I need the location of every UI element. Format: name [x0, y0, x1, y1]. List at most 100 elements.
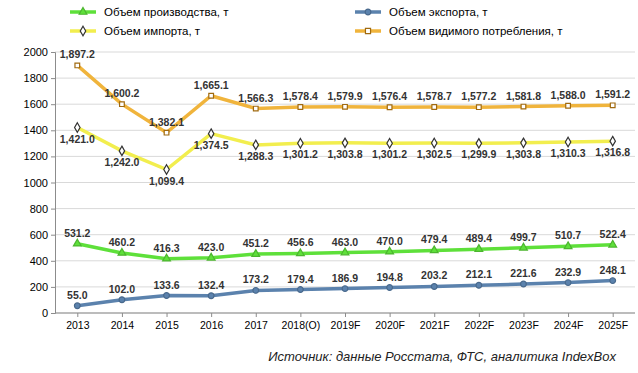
- marker: [521, 104, 526, 109]
- x-tick-mark: [300, 313, 301, 317]
- marker: [298, 138, 303, 147]
- y-tick-mark: [51, 183, 55, 184]
- marker: [431, 284, 437, 290]
- marker: [430, 246, 438, 253]
- marker: [477, 105, 482, 110]
- x-tick: 2023F: [509, 313, 539, 331]
- x-tick-mark: [345, 313, 346, 317]
- marker: [252, 250, 260, 257]
- x-tick-label: 2013: [66, 319, 90, 331]
- y-tick: 600: [30, 229, 55, 241]
- marker: [73, 239, 81, 246]
- y-tick-label: 600: [30, 229, 48, 241]
- series-line: [77, 65, 612, 132]
- x-tick: 2020F: [375, 313, 405, 331]
- legend-item: Объем экспорта, т: [355, 6, 488, 18]
- grid-line: [55, 130, 635, 131]
- data-label: 1,578.7: [417, 90, 452, 102]
- marker: [341, 248, 349, 255]
- y-tick-mark: [51, 104, 55, 105]
- legend-marker: [365, 28, 370, 33]
- y-tick-label: 1800: [24, 72, 48, 84]
- marker: [521, 138, 526, 147]
- grid-line: [55, 182, 635, 183]
- series-line: [77, 128, 612, 170]
- y-axis: 0200400600800100012001400160018002000: [24, 46, 56, 319]
- data-label: 1,581.8: [506, 90, 541, 102]
- data-label: 470.0: [376, 235, 402, 247]
- data-label: 179.4: [287, 273, 313, 285]
- marker: [610, 278, 616, 284]
- y-tick-mark: [51, 78, 55, 79]
- x-tick-mark: [434, 313, 435, 317]
- data-label: 456.6: [287, 236, 313, 248]
- data-label: 1,242.0: [104, 156, 139, 168]
- x-tick-label: 2024F: [554, 319, 584, 331]
- y-tick: 1000: [24, 177, 55, 189]
- marker: [74, 303, 80, 309]
- marker: [565, 137, 570, 146]
- x-tick-mark: [568, 313, 569, 317]
- marker: [610, 136, 615, 145]
- marker: [476, 282, 482, 288]
- data-label: 1,588.0: [551, 89, 586, 101]
- x-tick-label: 2022F: [464, 319, 494, 331]
- marker: [521, 281, 527, 287]
- data-label: 510.7: [555, 229, 581, 241]
- data-label: 1,579.9: [327, 90, 362, 102]
- legend-marker: [79, 8, 87, 15]
- marker: [119, 297, 125, 303]
- marker: [297, 249, 305, 256]
- marker: [75, 63, 80, 68]
- y-tick-mark: [51, 261, 55, 262]
- data-label: 1,897.2: [60, 48, 95, 60]
- data-label: 173.2: [243, 273, 269, 285]
- data-label: 479.4: [421, 233, 447, 245]
- data-label: 1,374.5: [194, 139, 229, 151]
- data-label: 1,578.4: [283, 90, 318, 102]
- y-tick-mark: [51, 313, 55, 314]
- legend-label: Объем импорта, т: [104, 25, 201, 37]
- y-tick: 1800: [24, 72, 55, 84]
- data-label: 522.4: [600, 228, 626, 240]
- x-tick: 2016: [200, 313, 224, 331]
- data-label: 1,382.1: [149, 116, 184, 128]
- x-tick-mark: [479, 313, 480, 317]
- data-label: 1,099.4: [149, 175, 184, 187]
- data-label: 232.9: [555, 266, 581, 278]
- x-axis: 201320142015201620172018(O)2019F2020F202…: [55, 313, 635, 331]
- x-tick-label: 2021F: [420, 319, 450, 331]
- data-label: 416.3: [153, 242, 179, 254]
- data-label: 1,316.8: [595, 146, 630, 158]
- data-labels: 531.2460.2416.3423.0451.2456.6463.0470.0…: [60, 48, 631, 300]
- x-tick-mark: [77, 313, 78, 317]
- marker: [164, 293, 170, 299]
- x-tick-label: 2020F: [375, 319, 405, 331]
- marker: [475, 245, 483, 252]
- y-tick-mark: [51, 52, 55, 53]
- x-tick-label: 2016: [200, 319, 224, 331]
- y-tick-mark: [51, 209, 55, 210]
- x-tick: 2018(O): [282, 313, 321, 331]
- marker: [387, 138, 392, 147]
- x-tick-label: 2023F: [509, 319, 539, 331]
- marker: [253, 140, 258, 149]
- marker: [207, 253, 215, 260]
- data-label: 531.2: [64, 227, 90, 239]
- chart: 0200400600800100012001400160018002000201…: [0, 0, 638, 373]
- grid: [55, 52, 635, 313]
- legend-label: Объем производства, т: [104, 6, 229, 18]
- y-tick-label: 800: [30, 203, 48, 215]
- marker: [432, 105, 437, 110]
- x-tick: 2022F: [464, 313, 494, 331]
- x-tick-mark: [122, 313, 123, 317]
- data-label: 55.0: [67, 289, 88, 301]
- marker: [565, 280, 571, 286]
- marker: [298, 287, 304, 293]
- marker: [342, 286, 348, 292]
- legend-label: Объем экспорта, т: [389, 6, 488, 18]
- x-tick-mark: [390, 313, 391, 317]
- source-note: Источник: данные Росстата, ФТС, аналитик…: [268, 349, 616, 364]
- y-tick: 200: [30, 281, 55, 293]
- y-tick: 1200: [24, 150, 55, 162]
